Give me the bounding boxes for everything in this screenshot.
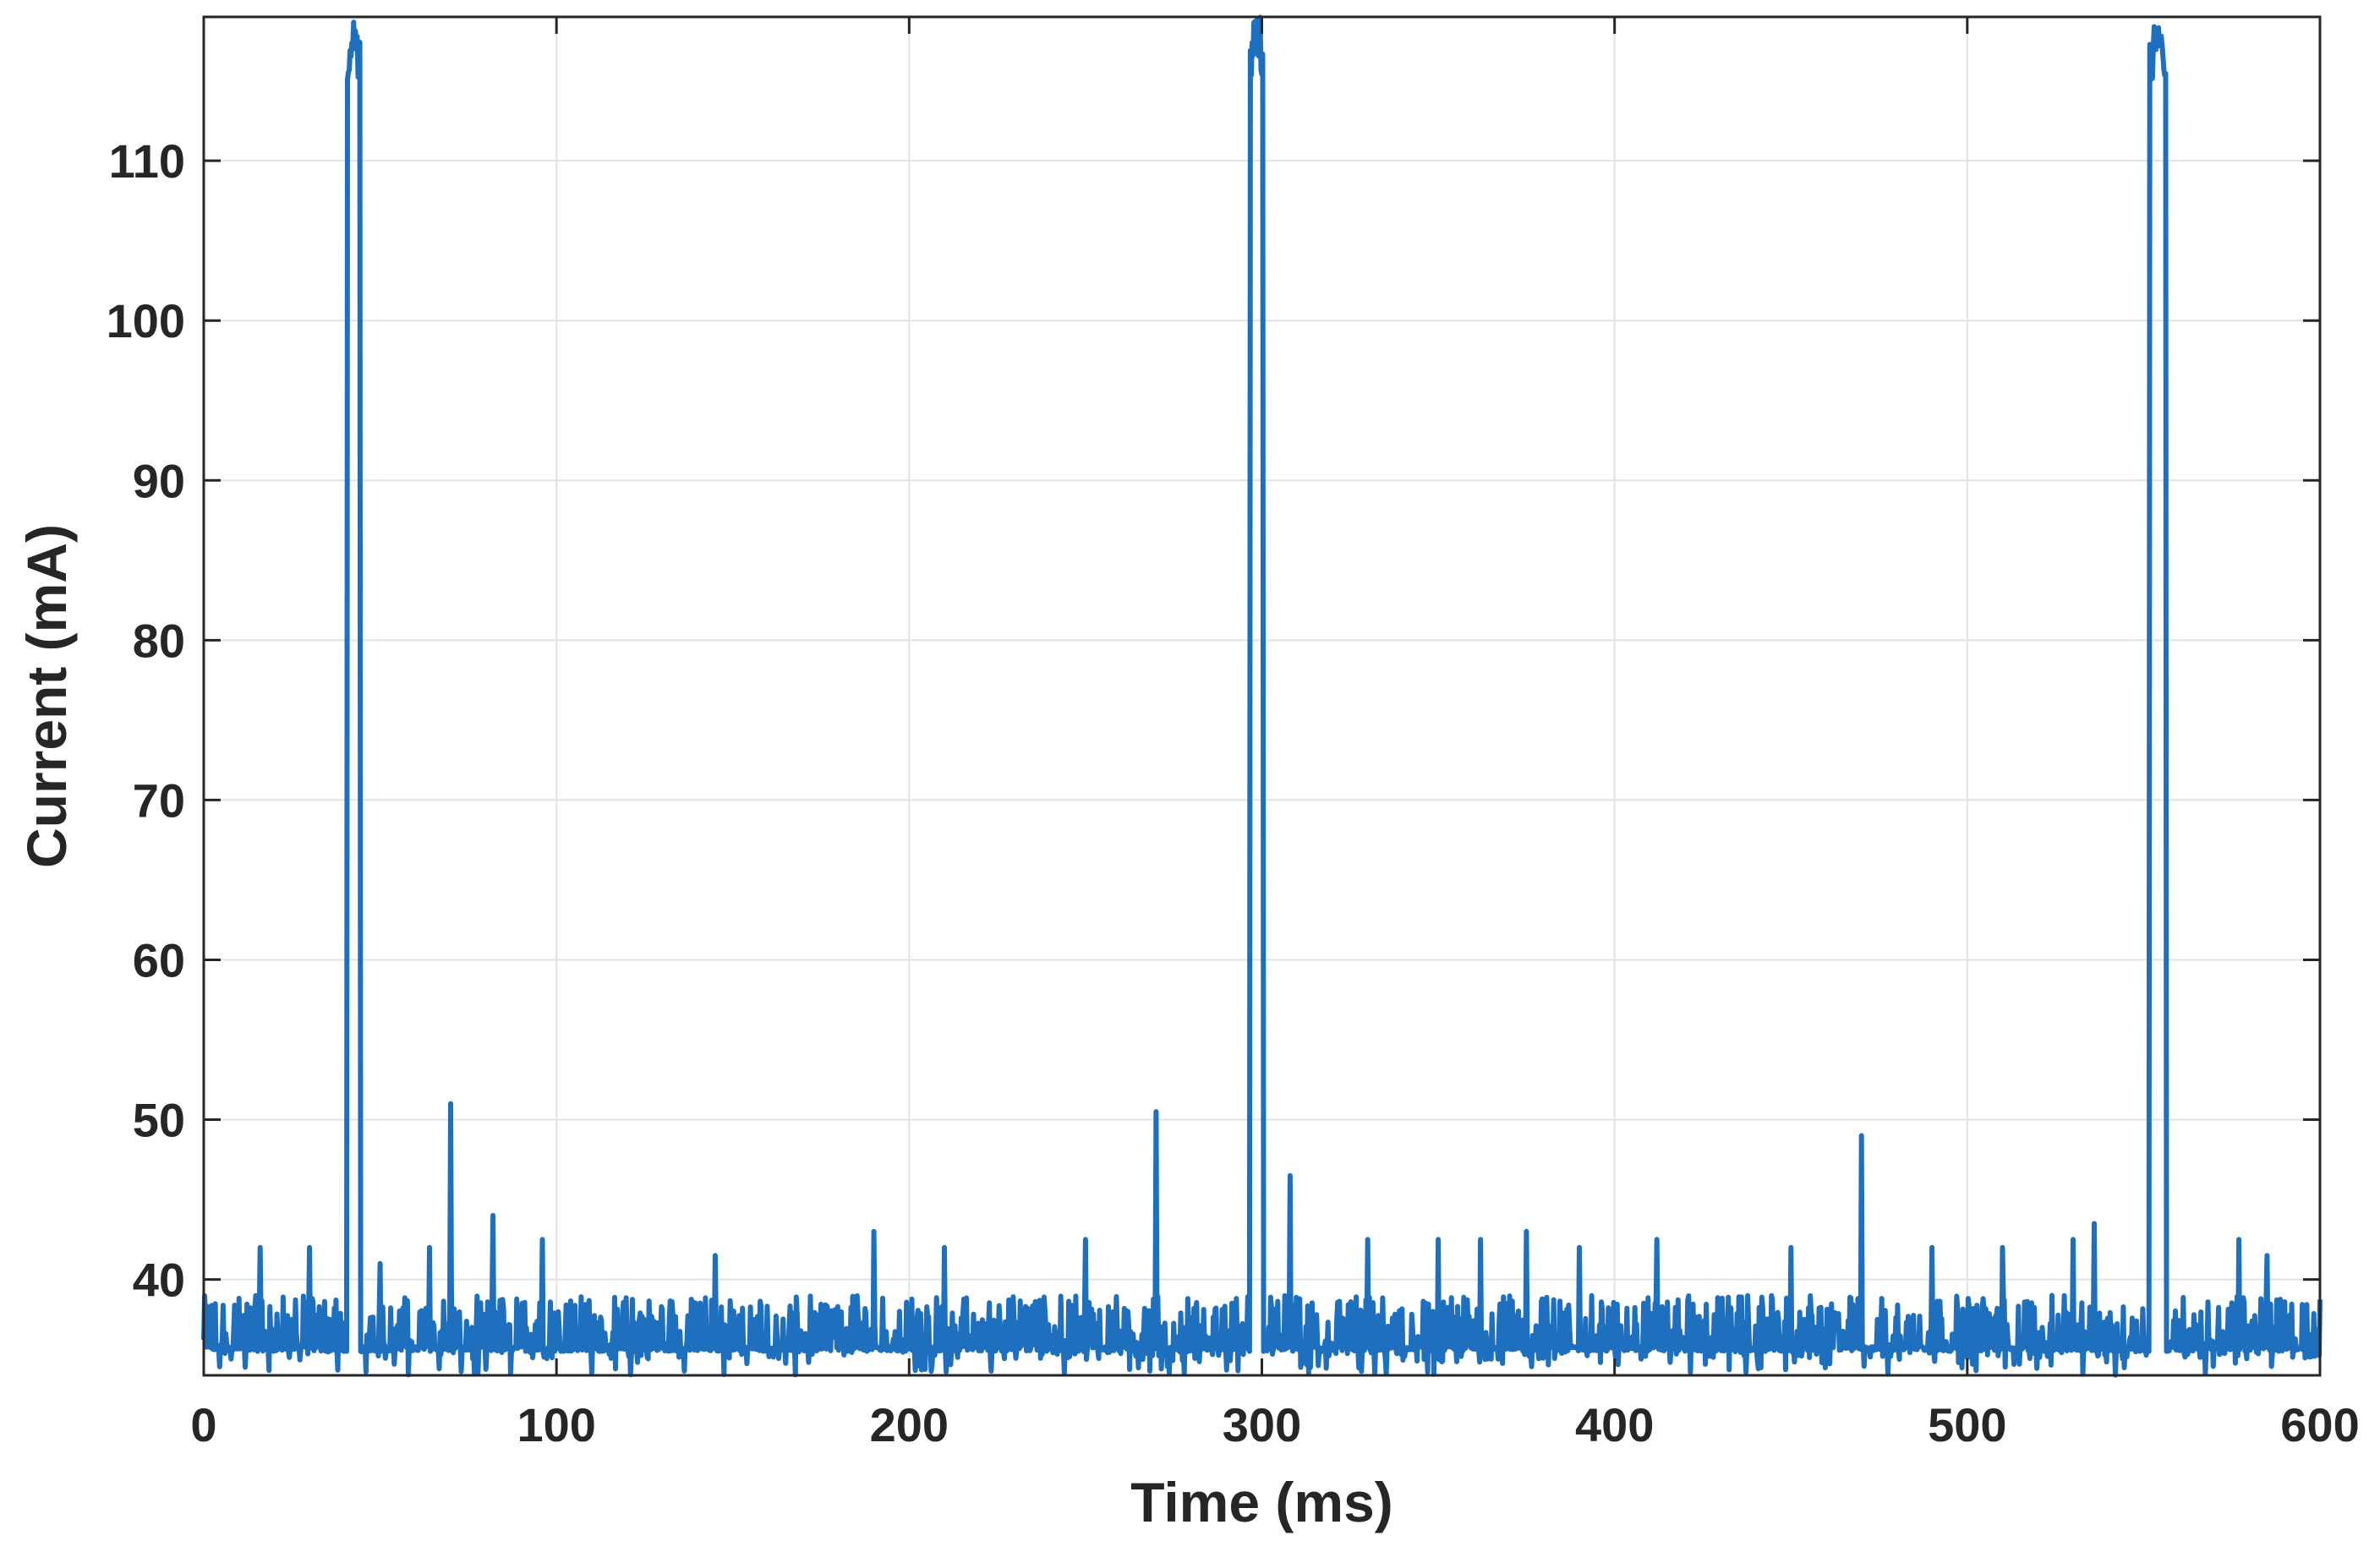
y-tick-label: 110 [109, 134, 185, 188]
y-tick-label: 90 [133, 454, 185, 507]
x-tick-label: 100 [517, 1398, 595, 1451]
y-tick-label: 80 [133, 614, 185, 667]
x-tick-label: 300 [1223, 1398, 1301, 1451]
x-axis-title: Time (ms) [1130, 1471, 1393, 1533]
x-tick-label: 200 [870, 1398, 949, 1451]
y-tick-label: 70 [133, 773, 185, 827]
y-tick-labels: 40 50 60 70 80 90 100 110 [107, 134, 185, 1306]
x-tick-label: 0 [190, 1398, 216, 1451]
y-tick-label: 100 [107, 294, 185, 347]
x-tick-label: 400 [1575, 1398, 1654, 1451]
y-tick-label: 40 [133, 1254, 185, 1307]
x-tick-label: 600 [2280, 1398, 2359, 1451]
y-tick-label: 60 [133, 933, 185, 986]
series-current [201, 14, 2323, 1378]
y-axis-title: Current (mA) [15, 524, 78, 868]
current-trace-line [201, 14, 2323, 1378]
x-tick-labels: 0 100 200 300 400 500 600 [190, 1398, 2359, 1451]
tick-marks [202, 17, 2322, 1375]
y-tick-label: 50 [133, 1094, 185, 1147]
x-tick-label: 500 [1928, 1398, 2006, 1451]
